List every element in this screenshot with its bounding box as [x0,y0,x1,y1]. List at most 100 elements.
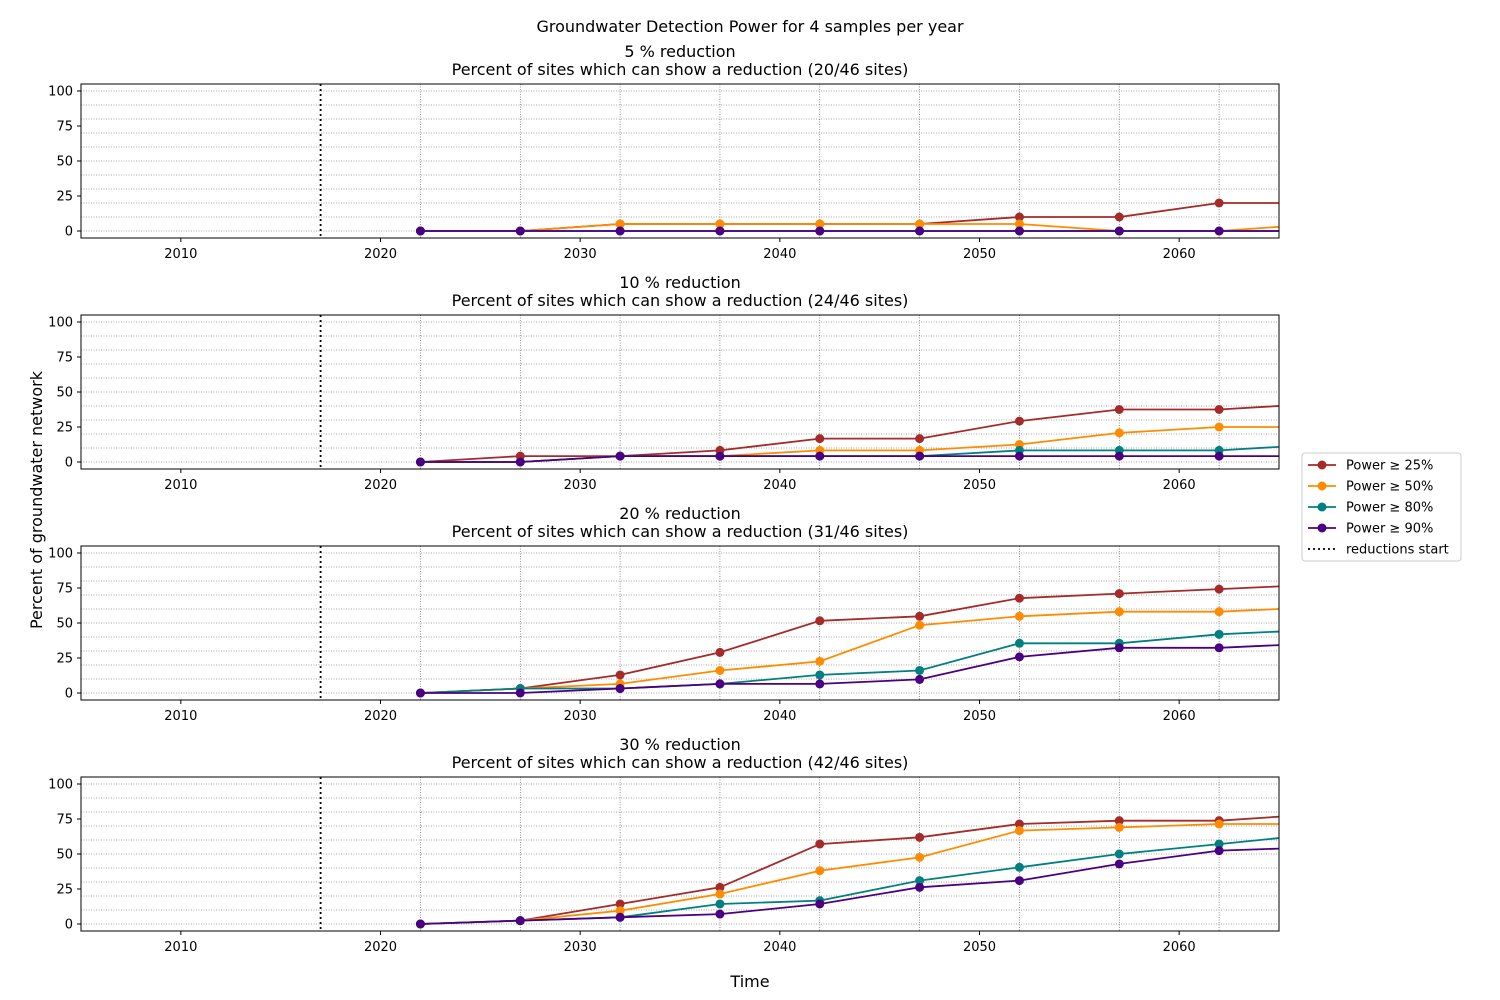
data-point-p50 [1214,819,1224,829]
legend-label-p25: Power ≥ 25% [1346,459,1433,474]
data-point-p25 [1114,212,1124,222]
data-point-p90 [1014,652,1024,662]
x-tick-label: 2030 [564,940,597,955]
data-point-p90 [615,684,625,694]
data-point-p25 [615,899,625,909]
legend-marker-p90 [1317,523,1327,533]
x-tick-label: 2050 [963,940,996,955]
data-point-p25 [1114,816,1124,826]
data-point-p90 [515,688,525,698]
x-tick-label: 2040 [763,709,796,724]
data-point-p90 [915,882,925,892]
data-point-p80 [915,876,925,886]
data-point-p90 [815,899,825,909]
panel-subtitle: Percent of sites which can show a reduct… [452,522,909,541]
y-tick-label: 75 [56,813,73,828]
data-point-p80 [1214,629,1224,639]
panel-title: 30 % reduction [619,735,741,754]
data-point-p90 [815,679,825,689]
series-line-p25 [420,405,1279,463]
data-point-p80 [1114,849,1124,859]
x-tick-label: 2020 [364,247,397,262]
data-point-p90 [615,912,625,922]
data-point-p50 [915,852,925,862]
y-tick-label: 75 [56,351,73,366]
x-tick-label: 2010 [164,709,197,724]
legend-marker-p25 [1317,460,1327,470]
data-point-p80 [815,670,825,680]
x-tick-label: 2060 [1163,940,1196,955]
series-line-p90 [420,847,1279,925]
x-tick-label: 2030 [564,709,597,724]
data-point-p90 [415,688,425,698]
panel-title: 5 % reduction [624,42,735,61]
data-point-p80 [1014,638,1024,648]
data-point-p50 [1114,822,1124,832]
y-axis-label: Percent of groundwater network [27,370,46,629]
data-point-p90 [415,919,425,929]
data-point-p90 [1114,859,1124,869]
y-tick-label: 50 [56,386,73,401]
data-point-p25 [815,839,825,849]
data-point-p25 [915,832,925,842]
data-point-p90 [515,226,525,236]
series-line-p90 [420,455,1279,463]
data-point-p50 [715,665,725,675]
legend-label-p80: Power ≥ 80% [1346,501,1433,516]
data-point-p90 [1214,643,1224,653]
data-point-p90 [1014,876,1024,886]
data-point-p90 [1214,451,1224,461]
figure-title: Groundwater Detection Power for 4 sample… [536,17,964,36]
data-point-p90 [1014,226,1024,236]
y-tick-label: 50 [56,155,73,170]
data-point-p50 [615,906,625,916]
data-point-p50 [1214,607,1224,617]
data-point-p25 [1014,819,1024,829]
data-point-p50 [915,219,925,229]
data-point-p90 [1214,226,1224,236]
data-point-p50 [915,620,925,630]
x-tick-label: 2040 [763,247,796,262]
data-point-p50 [815,656,825,666]
series-group [415,198,1279,236]
panel-subtitle: Percent of sites which can show a reduct… [452,60,909,79]
y-tick-label: 25 [56,190,73,205]
data-point-p50 [1014,826,1024,836]
data-point-p50 [715,219,725,229]
x-tick-label: 2010 [164,247,197,262]
y-tick-label: 75 [56,120,73,135]
data-point-p90 [615,451,625,461]
data-point-p90 [915,674,925,684]
data-point-p50 [815,219,825,229]
data-point-p90 [615,226,625,236]
x-tick-label: 2040 [763,478,796,493]
x-tick-label: 2020 [364,709,397,724]
y-tick-label: 50 [56,617,73,632]
y-tick-label: 25 [56,421,73,436]
data-point-p25 [1014,212,1024,222]
data-point-p90 [715,226,725,236]
y-tick-label: 100 [48,85,73,100]
data-point-p90 [1114,226,1124,236]
data-point-p25 [915,434,925,444]
data-point-p25 [1214,405,1224,414]
data-point-p80 [1214,839,1224,849]
data-point-p90 [1114,451,1124,461]
data-point-p80 [715,899,725,909]
data-point-p90 [1214,846,1224,856]
data-point-p25 [1214,584,1224,594]
y-tick-label: 75 [56,582,73,597]
x-tick-label: 2050 [963,709,996,724]
x-tick-label: 2040 [763,940,796,955]
x-tick-label: 2030 [564,478,597,493]
panel-title: 20 % reduction [619,504,741,523]
data-point-p90 [815,451,825,461]
legend-label-reductions: reductions start [1346,543,1449,558]
data-point-p90 [915,451,925,461]
data-point-p50 [715,889,725,899]
data-point-p25 [615,670,625,680]
